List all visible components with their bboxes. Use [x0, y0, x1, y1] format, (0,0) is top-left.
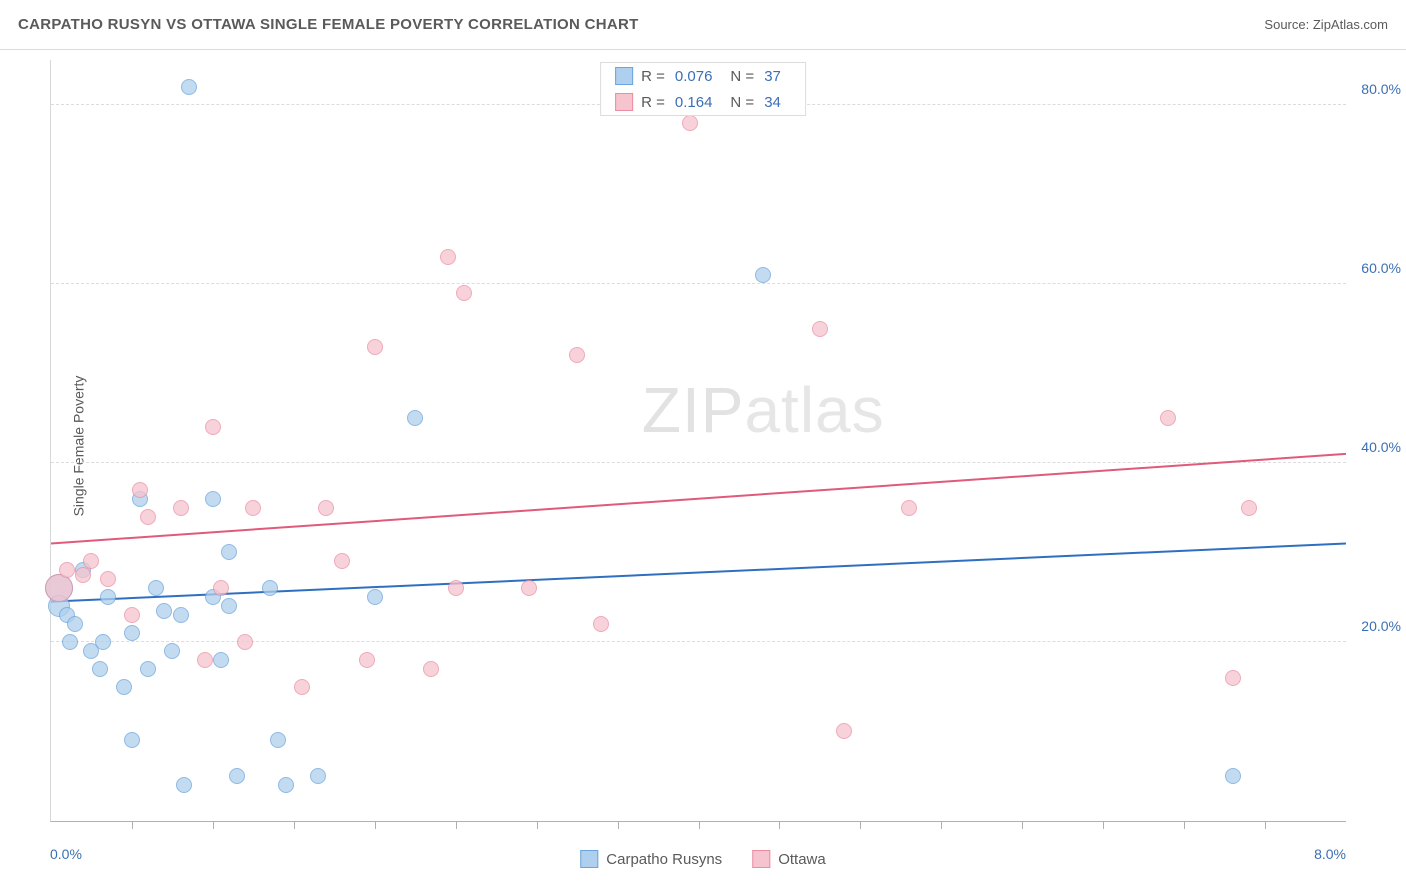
data-point — [124, 625, 140, 641]
data-point — [176, 777, 192, 793]
data-point — [262, 580, 278, 596]
data-point — [448, 580, 464, 596]
x-tick — [294, 821, 295, 829]
legend-series-item: Ottawa — [752, 850, 826, 868]
x-tick — [375, 821, 376, 829]
data-point — [593, 616, 609, 632]
data-point — [62, 634, 78, 650]
data-point — [456, 285, 472, 301]
y-tick-label: 60.0% — [1361, 260, 1401, 276]
y-tick-label: 20.0% — [1361, 618, 1401, 634]
data-point — [116, 679, 132, 695]
y-tick-label: 80.0% — [1361, 81, 1401, 97]
data-point — [45, 574, 73, 602]
data-point — [156, 603, 172, 619]
legend-correlation-row: R =0.076N =37 — [601, 63, 805, 89]
legend-swatch — [615, 93, 633, 111]
x-tick — [456, 821, 457, 829]
x-tick — [699, 821, 700, 829]
data-point — [1225, 768, 1241, 784]
data-point — [100, 589, 116, 605]
data-point — [278, 777, 294, 793]
gridline — [51, 462, 1346, 463]
data-point — [836, 723, 852, 739]
data-point — [1241, 500, 1257, 516]
data-point — [270, 732, 286, 748]
data-point — [682, 115, 698, 131]
data-point — [334, 553, 350, 569]
x-tick — [860, 821, 861, 829]
data-point — [812, 321, 828, 337]
data-point — [173, 500, 189, 516]
data-point — [213, 652, 229, 668]
data-point — [237, 634, 253, 650]
data-point — [124, 732, 140, 748]
data-point — [59, 562, 75, 578]
data-point — [83, 553, 99, 569]
data-point — [521, 580, 537, 596]
legend-swatch — [615, 67, 633, 85]
x-tick — [132, 821, 133, 829]
data-point — [440, 249, 456, 265]
data-point — [310, 768, 326, 784]
chart-source: Source: ZipAtlas.com — [1264, 17, 1388, 32]
scatter-plot: ZIPatlas 20.0%40.0%60.0%80.0% — [50, 60, 1346, 822]
data-point — [164, 643, 180, 659]
data-point — [197, 652, 213, 668]
data-point — [367, 589, 383, 605]
x-tick — [1265, 821, 1266, 829]
data-point — [95, 634, 111, 650]
chart-title: CARPATHO RUSYN VS OTTAWA SINGLE FEMALE P… — [18, 16, 639, 33]
x-axis-min-label: 0.0% — [50, 846, 82, 862]
data-point — [359, 652, 375, 668]
data-point — [92, 661, 108, 677]
x-tick — [1022, 821, 1023, 829]
data-point — [148, 580, 164, 596]
data-point — [181, 79, 197, 95]
data-point — [213, 580, 229, 596]
data-point — [205, 491, 221, 507]
x-tick — [1103, 821, 1104, 829]
chart-header: CARPATHO RUSYN VS OTTAWA SINGLE FEMALE P… — [0, 0, 1406, 50]
data-point — [205, 419, 221, 435]
data-point — [318, 500, 334, 516]
legend-correlation: R =0.076N =37R =0.164N =34 — [600, 62, 806, 116]
data-point — [755, 267, 771, 283]
legend-swatch — [752, 850, 770, 868]
data-point — [229, 768, 245, 784]
legend-swatch — [580, 850, 598, 868]
data-point — [140, 661, 156, 677]
data-point — [140, 509, 156, 525]
data-point — [407, 410, 423, 426]
data-point — [221, 544, 237, 560]
data-point — [294, 679, 310, 695]
x-tick — [213, 821, 214, 829]
legend-correlation-row: R =0.164N =34 — [601, 89, 805, 115]
watermark: ZIPatlas — [642, 373, 885, 447]
x-tick — [537, 821, 538, 829]
gridline — [51, 283, 1346, 284]
data-point — [132, 482, 148, 498]
data-point — [423, 661, 439, 677]
legend-series: Carpatho Rusyns Ottawa — [580, 850, 825, 868]
y-tick-label: 40.0% — [1361, 439, 1401, 455]
data-point — [100, 571, 116, 587]
data-point — [1160, 410, 1176, 426]
x-tick — [779, 821, 780, 829]
legend-series-item: Carpatho Rusyns — [580, 850, 722, 868]
data-point — [901, 500, 917, 516]
x-tick — [941, 821, 942, 829]
trend-lines — [51, 60, 1346, 821]
data-point — [569, 347, 585, 363]
data-point — [124, 607, 140, 623]
data-point — [367, 339, 383, 355]
data-point — [173, 607, 189, 623]
data-point — [245, 500, 261, 516]
x-axis-max-label: 8.0% — [1314, 846, 1346, 862]
x-tick — [618, 821, 619, 829]
data-point — [67, 616, 83, 632]
x-tick — [1184, 821, 1185, 829]
data-point — [1225, 670, 1241, 686]
data-point — [221, 598, 237, 614]
